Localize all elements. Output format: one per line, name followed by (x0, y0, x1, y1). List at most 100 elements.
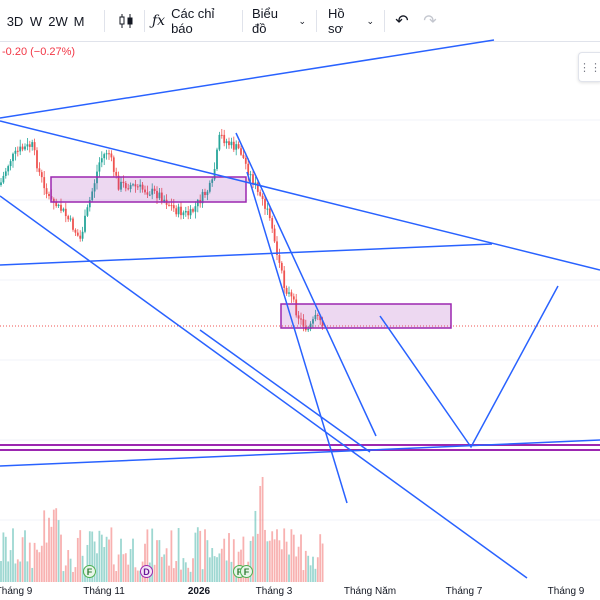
candle-body (177, 206, 180, 215)
candle-body (67, 216, 70, 220)
volume-bar (211, 548, 214, 582)
indicators-button[interactable]: ƒx Các chỉ báo (152, 0, 234, 42)
volume-bar (271, 531, 274, 582)
candle-body (208, 182, 211, 192)
candlestick-chart-type-button[interactable] (114, 0, 138, 42)
candle-body (160, 192, 163, 202)
financial-event-marker[interactable]: F (240, 565, 253, 578)
candle-body (189, 209, 192, 216)
trendline (199, 329, 371, 453)
candle-body (45, 188, 48, 194)
volume-bar (19, 561, 22, 582)
volume-bar (7, 561, 10, 582)
toolbar-divider (316, 10, 317, 32)
timeframe-2w-button[interactable]: 2W (48, 13, 68, 29)
candle-body (252, 174, 254, 185)
candle-body (122, 181, 125, 184)
redo-icon: ↷ (423, 13, 437, 30)
volume-bar (194, 532, 197, 582)
x-axis-label: Tháng 7 (445, 586, 483, 597)
volume-bar (184, 562, 187, 582)
volume-bar (24, 530, 26, 582)
candle-body (158, 192, 161, 199)
volume-bar (45, 542, 48, 582)
supply-zone-rectangle[interactable] (50, 176, 247, 203)
volume-bar (304, 550, 307, 582)
candle-body (225, 141, 228, 144)
dividend-event-marker[interactable]: D (140, 565, 153, 578)
volume-bar (283, 528, 286, 582)
candle-body (194, 206, 197, 212)
volume-bar (216, 557, 218, 582)
volume-bar (220, 548, 223, 582)
candle-body (273, 228, 276, 242)
candle-body (146, 192, 149, 195)
volume-bar (302, 570, 305, 582)
candle-body (206, 191, 209, 196)
financial-event-marker[interactable]: F (83, 565, 96, 578)
redo-button[interactable]: ↷ (420, 0, 440, 42)
candle-body (230, 141, 233, 146)
candle-body (220, 134, 223, 136)
volume-bar (14, 563, 17, 582)
volume-bar (288, 554, 290, 582)
chart-toolbar: 3D W 2W M ƒx Các chỉ báo Biểu đồ ⌄ Hồ sơ… (0, 0, 600, 42)
volume-bar (273, 539, 276, 582)
timeframe-3d-button[interactable]: 3D (6, 13, 24, 29)
trendlines[interactable] (0, 39, 600, 579)
candle-body (105, 153, 108, 155)
candle-body (285, 287, 288, 294)
candle-body (112, 157, 115, 172)
candle-body (316, 314, 319, 316)
volume-bar (182, 558, 185, 582)
volume-bar (134, 567, 137, 582)
candle-body (266, 208, 269, 210)
volume-bar (175, 561, 178, 582)
volume-bar (81, 555, 84, 582)
timeframe-w-button[interactable]: W (29, 13, 43, 29)
volume-bar (88, 531, 91, 582)
candle-body (295, 299, 298, 316)
undo-button[interactable]: ↶ (392, 0, 412, 42)
candle-body (139, 184, 142, 187)
candle-body (98, 162, 101, 172)
candle-body (264, 198, 266, 209)
volume-bar (177, 528, 180, 582)
volume-bar (232, 539, 235, 582)
chart-layout-button[interactable]: Biểu đồ ⌄ (252, 0, 306, 42)
candle-body (153, 188, 156, 191)
candle-body (242, 154, 245, 158)
candle-body (60, 204, 62, 211)
volume-bar (12, 528, 14, 582)
demand-zone-rectangle[interactable] (280, 303, 452, 329)
volume-bar (208, 557, 211, 582)
side-panel-handle[interactable]: ⋮⋮ (578, 52, 600, 82)
volume-bar (67, 550, 70, 582)
volume-bar (158, 540, 161, 582)
volume-bar (276, 529, 278, 582)
volume-bar (156, 540, 158, 582)
candle-body (172, 205, 175, 209)
volume-bar (9, 550, 12, 582)
volume-bar (98, 530, 101, 582)
volume-bar (223, 538, 226, 582)
profile-button[interactable]: Hồ sơ ⌄ (328, 0, 374, 42)
volume-bar (36, 549, 38, 582)
candle-body (134, 184, 137, 187)
volume-bar (201, 569, 204, 582)
candle-body (297, 315, 300, 319)
volume-bar (249, 540, 252, 582)
volume-bar (312, 556, 314, 582)
projection-path (379, 285, 559, 449)
volume-bar (57, 520, 60, 582)
volume-bar (160, 556, 163, 582)
volume-bar (129, 549, 132, 582)
volume-bar (38, 552, 41, 582)
candle-body (144, 189, 146, 193)
volume-bar (264, 529, 266, 582)
volume-bar (124, 553, 127, 582)
volume-bar (290, 529, 293, 582)
timeframe-m-button[interactable]: M (73, 13, 85, 29)
candle-body (216, 149, 218, 170)
